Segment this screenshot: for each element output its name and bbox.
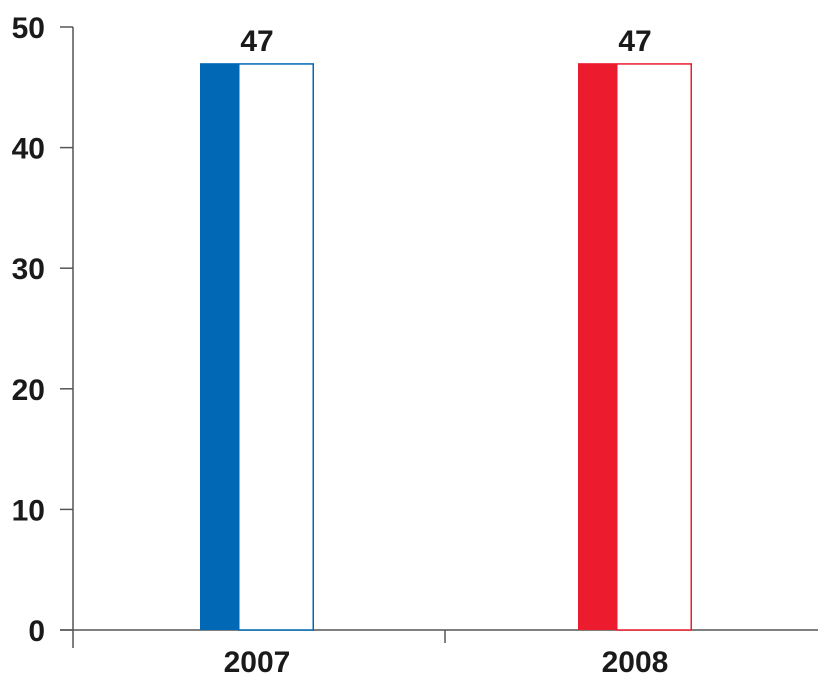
data-label: 47 xyxy=(240,25,273,58)
x-tick-label: 2007 xyxy=(224,646,291,675)
y-tick-label: 50 xyxy=(12,12,45,45)
x-axis: 2007 2008 xyxy=(60,629,818,675)
y-axis: 0 10 20 30 40 50 xyxy=(12,12,74,648)
x-ticks: 2007 2008 xyxy=(224,630,669,675)
y-tick-label: 20 xyxy=(12,374,45,407)
data-label: 47 xyxy=(618,25,651,58)
y-ticks: 0 10 20 30 40 50 xyxy=(12,12,73,648)
x-tick-label: 2008 xyxy=(602,646,669,675)
bar-outline-2008 xyxy=(616,63,692,631)
bar-solid-2007 xyxy=(200,63,238,631)
y-tick-label: 10 xyxy=(12,494,45,527)
y-tick-label: 30 xyxy=(12,253,45,286)
data-labels: 47 47 xyxy=(240,25,651,58)
y-tick-label: 40 xyxy=(12,133,45,166)
bar-solid-2008 xyxy=(578,63,616,631)
bars xyxy=(200,63,692,631)
y-tick-label: 0 xyxy=(28,615,45,648)
bar-outline-2007 xyxy=(238,63,314,631)
